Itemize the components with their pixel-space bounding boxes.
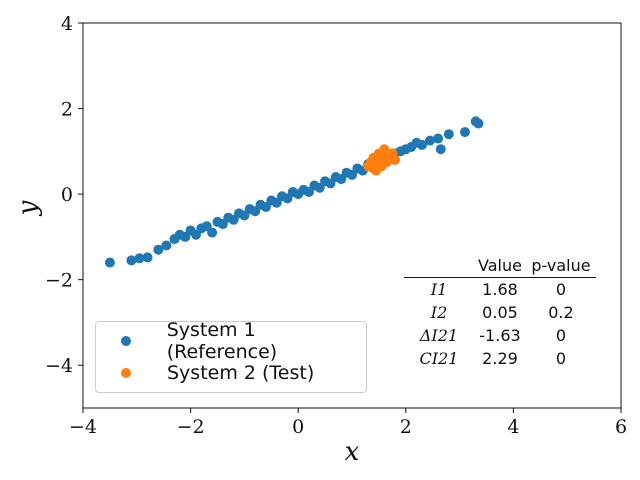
y-tick-label: −2 [45, 270, 73, 292]
stats-header-value: Value [478, 256, 522, 275]
stats-row-value: -1.63 [479, 326, 521, 345]
ticks-layer: −4 −2 0 2 4 6 4 2 0 −2 −4 [45, 13, 627, 438]
y-tick-label: −4 [45, 355, 73, 377]
point-system2 [379, 144, 390, 155]
stats-row: I2 0.05 0.2 [404, 301, 596, 324]
point-system1 [142, 252, 153, 263]
points-layer [104, 116, 484, 268]
x-tick-label: 6 [615, 416, 627, 438]
legend-marker-system2 [121, 368, 131, 378]
point-system1 [435, 144, 446, 155]
point-system1 [134, 253, 145, 264]
point-system1 [207, 227, 218, 238]
stats-table: Value p-value I1 1.68 0 I2 0.05 0.2 ΔI21… [404, 255, 596, 370]
legend-item-system2: System 2 (Test) [96, 358, 314, 388]
x-tick-label: −2 [177, 416, 205, 438]
point-system1 [126, 255, 137, 266]
x-tick-label: 0 [292, 416, 304, 438]
point-system1 [153, 244, 164, 255]
x-axis-title: x [345, 437, 360, 467]
legend-label-system2: System 2 (Test) [167, 362, 315, 384]
x-tick-label: 4 [507, 416, 519, 438]
legend-marker-system1 [121, 336, 131, 346]
stats-row-pvalue: 0 [555, 349, 567, 368]
stats-header-row: Value p-value [404, 255, 596, 278]
stats-row-label: CI21 [419, 349, 459, 368]
point-system1 [473, 118, 484, 129]
y-tick-label: 2 [61, 99, 73, 121]
point-system1 [443, 129, 454, 140]
legend: System 1 (Reference) System 2 (Test) [95, 319, 367, 393]
point-system1 [161, 240, 172, 251]
stats-row-value: 1.68 [482, 280, 518, 299]
x-tick-label: 2 [400, 416, 412, 438]
stats-row: ΔI21 -1.63 0 [404, 324, 596, 347]
legend-item-system1: System 1 (Reference) [96, 319, 366, 363]
point-system1 [459, 127, 470, 138]
y-tick-label: 0 [61, 184, 73, 206]
point-system1 [425, 135, 436, 146]
plot-frame [82, 22, 622, 409]
legend-label-system1: System 1 (Reference) [166, 319, 278, 363]
stats-row-label: I2 [430, 303, 448, 322]
stats-row-pvalue: 0.2 [548, 303, 574, 322]
y-tick-label: 4 [61, 13, 73, 35]
point-system2 [371, 165, 382, 176]
point-system1 [104, 257, 115, 268]
stats-row-pvalue: 0 [555, 326, 567, 345]
x-tick-label: −4 [69, 416, 97, 438]
stats-row-value: 0.05 [482, 303, 518, 322]
stats-row-value: 2.29 [482, 349, 518, 368]
point-system1 [416, 139, 427, 150]
stats-row: CI21 2.29 0 [404, 347, 596, 370]
stats-header-pvalue: p-value [531, 256, 591, 275]
point-system1 [433, 133, 444, 144]
stats-row-label: ΔI21 [419, 326, 459, 345]
point-system2 [390, 154, 401, 165]
y-axis-title: y [13, 200, 43, 216]
stats-row-label: I1 [430, 280, 448, 299]
stats-row: I1 1.68 0 [404, 278, 596, 302]
stats-row-pvalue: 0 [555, 280, 567, 299]
